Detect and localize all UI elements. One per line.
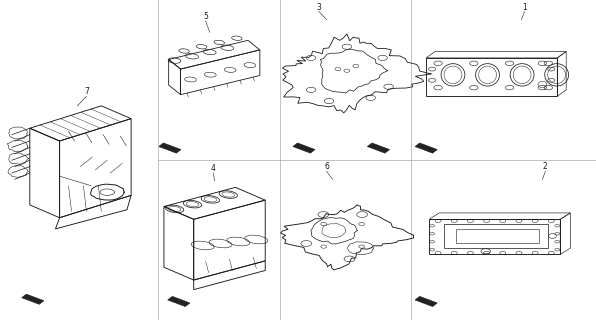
Text: 7: 7 [84,87,89,96]
Polygon shape [159,143,181,153]
Polygon shape [367,143,390,153]
Text: 2: 2 [543,162,548,172]
Polygon shape [21,294,44,304]
Polygon shape [415,296,437,307]
Text: 1: 1 [522,3,527,12]
Text: 5: 5 [203,12,208,21]
Text: 4: 4 [211,164,216,173]
Polygon shape [293,143,315,153]
Polygon shape [167,296,190,307]
Polygon shape [415,143,437,153]
Text: 3: 3 [316,3,321,12]
Text: 6: 6 [324,162,329,172]
